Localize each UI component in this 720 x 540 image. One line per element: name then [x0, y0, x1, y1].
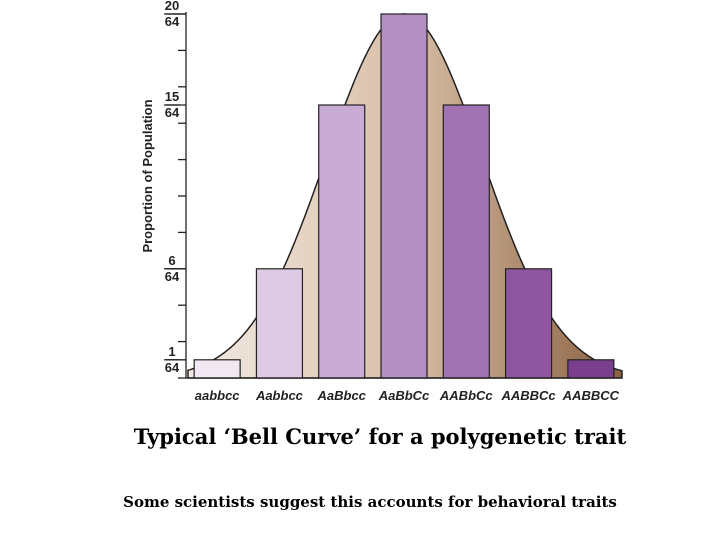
x-tick-label: AaBbCc — [378, 388, 430, 403]
x-tick-label: AaBbcc — [317, 388, 367, 403]
x-tick-label: AABBCC — [562, 388, 620, 403]
bar-AABBCC — [567, 359, 615, 379]
y-tick-denominator: 64 — [165, 14, 180, 29]
y-tick-numerator: 1 — [168, 344, 175, 359]
y-tick-numerator: 15 — [165, 89, 179, 104]
bar-AaBbCc — [380, 13, 428, 379]
x-tick-label: aabbcc — [195, 388, 241, 403]
x-tick-label: Aabbcc — [255, 388, 304, 403]
y-axis-label: Proportion of Population — [140, 99, 155, 252]
y-tick-numerator: 20 — [165, 0, 179, 13]
y-tick-denominator: 64 — [165, 105, 180, 120]
x-tick-label: AABbCc — [439, 388, 493, 403]
page-subtitle: Some scientists suggest this accounts fo… — [123, 493, 617, 511]
bar-AaBbcc — [318, 104, 366, 379]
bar-AABBCc — [504, 268, 553, 379]
bar-Aabbcc — [255, 268, 304, 379]
bar-AABbCc — [442, 104, 490, 379]
y-tick-denominator: 64 — [165, 269, 180, 284]
y-tick-numerator: 6 — [168, 253, 175, 268]
y-tick-denominator: 64 — [165, 360, 180, 375]
x-tick-label: AABBCc — [500, 388, 556, 403]
bell-curve-chart: aabbcc Aabbcc AaBbcc AaBbCc AABbCc AABBCc AABB… — [140, 0, 623, 403]
page-title: Typical ‘Bell Curve’ for a polygenetic t… — [133, 424, 627, 449]
bar-aabbcc — [193, 359, 241, 379]
